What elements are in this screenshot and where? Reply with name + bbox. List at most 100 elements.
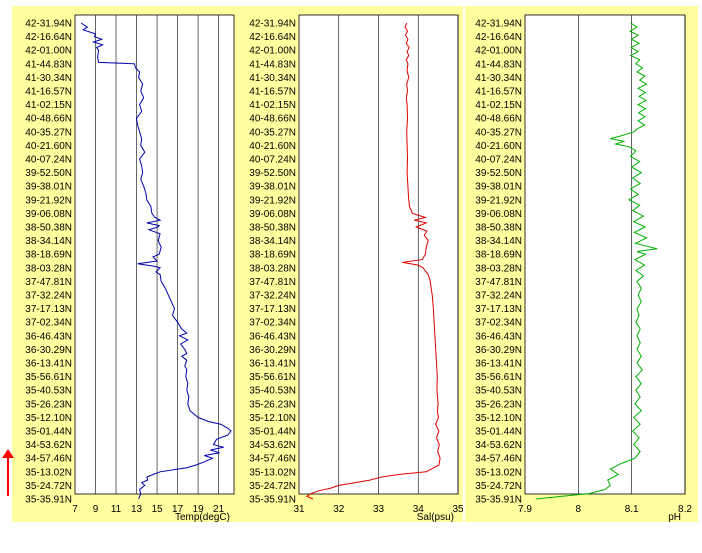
- latitude-label: 39-52.50N: [25, 168, 72, 179]
- latitude-label: 38-18.69N: [475, 250, 522, 261]
- latitude-label: 35-24.72N: [475, 481, 522, 492]
- latitude-label: 36-13.41N: [249, 359, 296, 370]
- latitude-label: 38-18.69N: [249, 250, 296, 261]
- x-axis-label: Sal(psu): [417, 512, 454, 522]
- latitude-label: 35-01.44N: [475, 427, 522, 438]
- latitude-label: 35-40.53N: [249, 386, 296, 397]
- latitude-label: 40-48.66N: [25, 114, 72, 125]
- latitude-label: 42-31.94N: [25, 19, 72, 30]
- ph-panel: 7.9 8 8.1 8.2 42-31.94N 42-16.64N 42-01.00N 41-…: [465, 6, 698, 522]
- latitude-label: 41-02.15N: [249, 100, 296, 111]
- x-tick-label: 9: [93, 504, 99, 515]
- latitude-label: 40-07.24N: [249, 155, 296, 166]
- latitude-label: 35-56.61N: [249, 372, 296, 383]
- latitude-label: 41-44.83N: [25, 59, 72, 70]
- latitude-label: 36-30.29N: [25, 345, 72, 356]
- latitude-label: 35-12.10N: [25, 413, 72, 424]
- latitude-label: 42-01.00N: [249, 46, 296, 57]
- latitude-label: 39-38.01N: [25, 182, 72, 193]
- latitude-label: 41-44.83N: [249, 59, 296, 70]
- latitude-label: 35-40.53N: [25, 386, 72, 397]
- latitude-label: 38-34.14N: [475, 236, 522, 247]
- latitude-label: 35-13.02N: [249, 467, 296, 478]
- latitude-label: 34-57.46N: [25, 454, 72, 465]
- latitude-label: 36-46.43N: [25, 331, 72, 342]
- temperature-chart: 7 9 11 13 15 17 19 21 42-31.94N 42-16.64N 42-01.00…: [25, 14, 235, 522]
- latitude-label: 38-50.38N: [475, 223, 522, 234]
- latitude-label: 41-02.15N: [475, 100, 522, 111]
- x-tick-label: 8.1: [625, 504, 639, 515]
- x-tick-label: 15: [152, 504, 164, 515]
- x-tick-label: 8: [576, 504, 582, 515]
- latitude-label: 35-13.02N: [25, 467, 72, 478]
- latitude-label: 39-21.92N: [475, 195, 522, 206]
- latitude-label: 39-06.08N: [25, 209, 72, 220]
- x-tick-label: 19: [193, 504, 205, 515]
- latitude-label: 37-47.81N: [475, 277, 522, 288]
- x-tick-label: 33: [373, 504, 385, 515]
- latitude-label: 40-35.27N: [475, 127, 522, 138]
- salinity-chart: 31 32 33 34 35 42-31.94N 42-16.64N 42-01.00N 41-…: [249, 14, 463, 522]
- latitude-label: 42-31.94N: [475, 19, 522, 30]
- latitude-label: 40-07.24N: [25, 155, 72, 166]
- latitude-label: 35-12.10N: [249, 413, 296, 424]
- latitude-label: 37-02.34N: [25, 318, 72, 329]
- latitude-label: 40-21.60N: [475, 141, 522, 152]
- latitude-label: 35-35.91N: [249, 495, 296, 506]
- latitude-label: 35-12.10N: [475, 413, 522, 424]
- x-tick-label: 32: [333, 504, 345, 515]
- latitude-label: 34-53.62N: [475, 440, 522, 451]
- sal-series-line: [305, 22, 441, 500]
- latitude-label: 38-03.28N: [475, 263, 522, 274]
- latitude-label: 37-47.81N: [249, 277, 296, 288]
- latitude-label: 42-31.94N: [249, 19, 296, 30]
- latitude-label: 36-13.41N: [25, 359, 72, 370]
- latitude-label: 35-35.91N: [25, 495, 72, 506]
- latitude-label: 37-17.13N: [25, 304, 72, 315]
- latitude-label: 40-07.24N: [475, 155, 522, 166]
- latitude-label: 37-32.24N: [249, 291, 296, 302]
- latitude-label: 36-13.41N: [475, 359, 522, 370]
- x-tick-label: 35: [452, 504, 463, 515]
- latitude-label: 37-32.24N: [475, 291, 522, 302]
- latitude-label: 40-48.66N: [475, 114, 522, 125]
- latitude-label: 40-21.60N: [25, 141, 72, 152]
- plot-area: [74, 14, 235, 495]
- latitude-label: 35-26.23N: [475, 399, 522, 410]
- latitude-label: 35-26.23N: [25, 399, 72, 410]
- latitude-label: 35-24.72N: [25, 481, 72, 492]
- latitude-label: 35-01.44N: [25, 427, 72, 438]
- latitude-label: 35-13.02N: [475, 467, 522, 478]
- latitude-label: 37-02.34N: [475, 318, 522, 329]
- latitude-label: 41-16.57N: [25, 87, 72, 98]
- x-tick-label: 8.2: [678, 504, 692, 515]
- latitude-label: 41-44.83N: [475, 59, 522, 70]
- latitude-label: 41-02.15N: [25, 100, 72, 111]
- x-tick-label: 34: [413, 504, 425, 515]
- x-tick-label: 21: [213, 504, 225, 515]
- latitude-label: 41-16.57N: [475, 87, 522, 98]
- salinity-panel: 31 32 33 34 35 42-31.94N 42-16.64N 42-01.00N 41-…: [236, 6, 463, 522]
- latitude-label: 40-21.60N: [249, 141, 296, 152]
- latitude-label: 42-01.00N: [25, 46, 72, 57]
- latitude-label: 38-34.14N: [249, 236, 296, 247]
- x-tick-label: 7.9: [518, 504, 532, 515]
- latitude-label: 38-03.28N: [25, 263, 72, 274]
- latitude-label: 37-02.34N: [249, 318, 296, 329]
- red-up-arrow-icon: [2, 449, 14, 496]
- latitude-label: 41-30.34N: [475, 73, 522, 84]
- latitude-label: 38-18.69N: [25, 250, 72, 261]
- latitude-label: 41-30.34N: [249, 73, 296, 84]
- latitude-label: 37-17.13N: [249, 304, 296, 315]
- latitude-label: 34-53.62N: [25, 440, 72, 451]
- latitude-label: 39-21.92N: [25, 195, 72, 206]
- x-axis-label: Temp(degC): [175, 512, 230, 522]
- latitude-label: 37-47.81N: [25, 277, 72, 288]
- latitude-label: 34-53.62N: [249, 440, 296, 451]
- plot-area: [524, 14, 686, 495]
- latitude-label: 34-57.46N: [249, 454, 296, 465]
- latitude-label: 42-16.64N: [249, 32, 296, 43]
- x-tick-label: 11: [111, 504, 122, 515]
- latitude-label: 40-48.66N: [249, 114, 296, 125]
- latitude-label: 35-56.61N: [25, 372, 72, 383]
